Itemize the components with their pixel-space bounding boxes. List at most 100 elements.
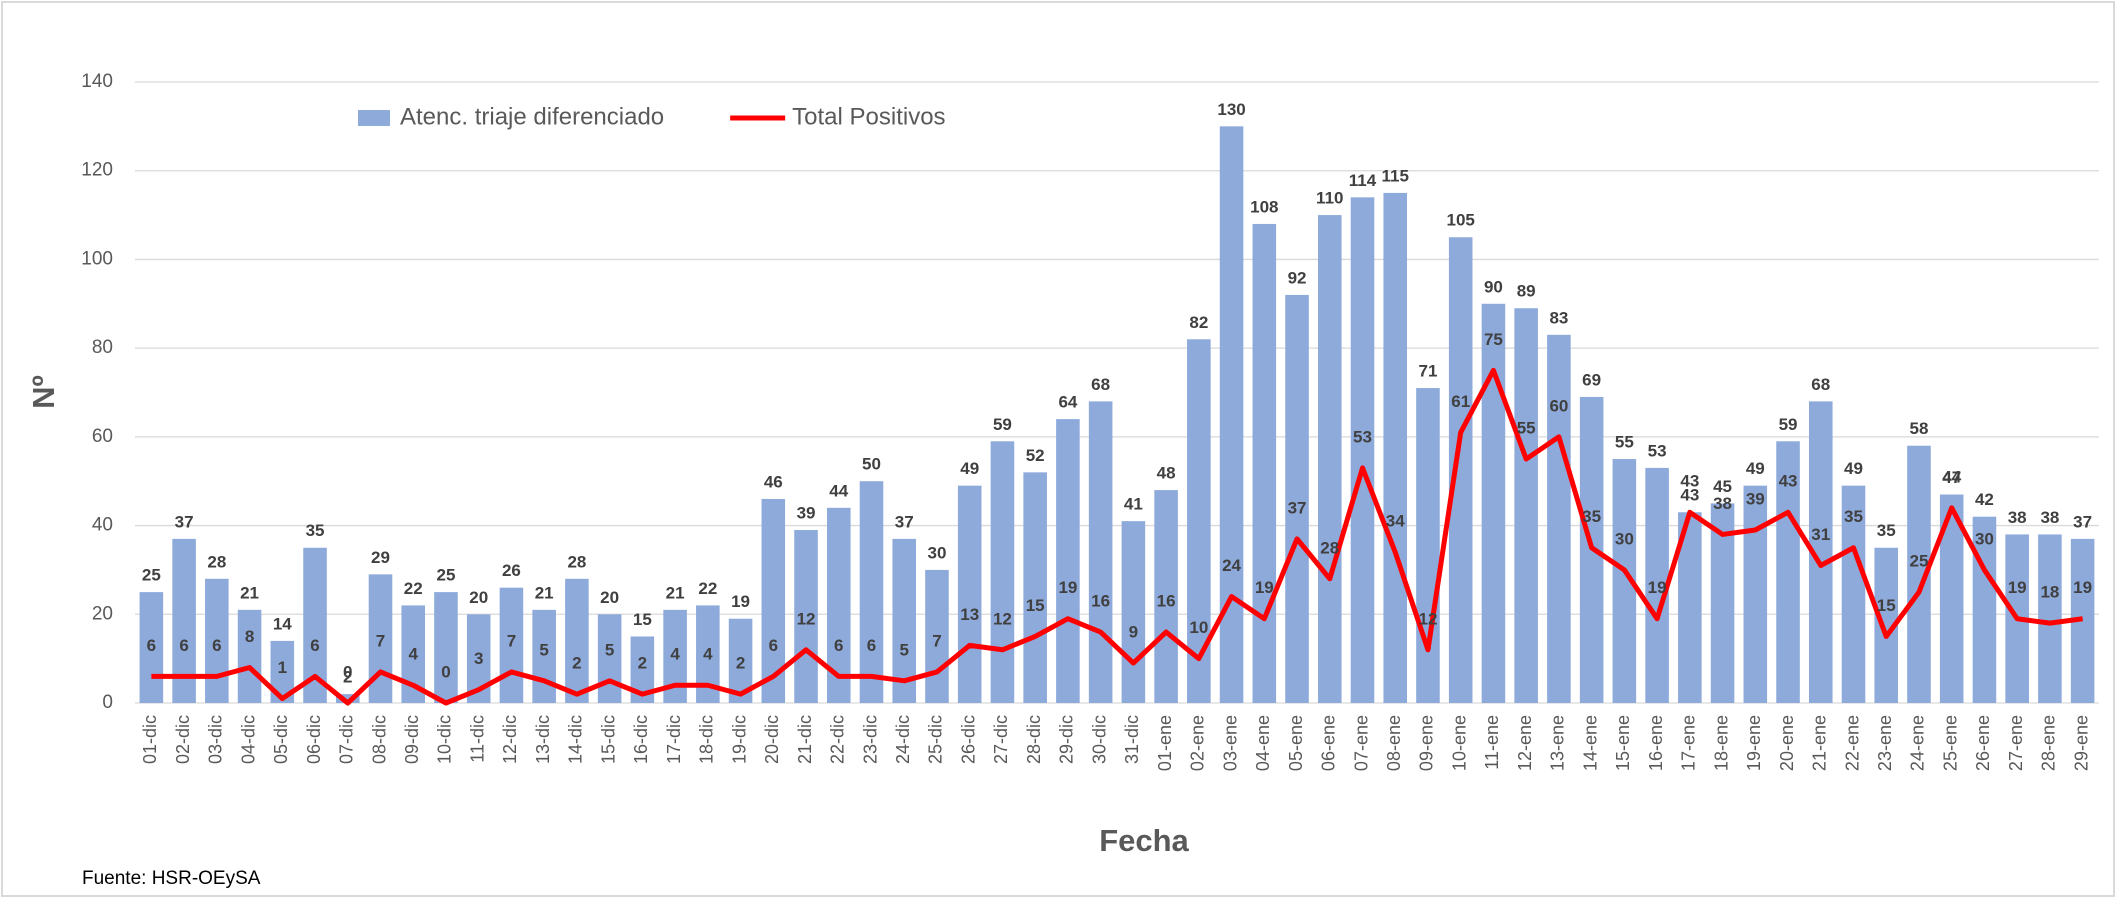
bar-value-label: 21	[666, 583, 685, 602]
source-note: Fuente: HSR-OEySA	[82, 868, 261, 889]
line-value-label: 5	[605, 640, 614, 659]
bar-value-label: 2	[343, 668, 352, 687]
x-tick-label: 09-ene	[1417, 715, 1437, 771]
bar-value-label: 83	[1549, 308, 1568, 327]
bar	[1285, 294, 1309, 703]
bar-value-label: 82	[1189, 313, 1208, 332]
x-tick-label: 14-dic	[566, 715, 586, 764]
line-value-label: 4	[408, 645, 418, 664]
bar-value-label: 58	[1910, 419, 1929, 438]
line-value-label: 3	[474, 649, 483, 668]
bar-value-label: 43	[1680, 486, 1699, 505]
x-tick-label: 23-dic	[860, 715, 880, 764]
x-tick-label: 11-ene	[1482, 715, 1502, 770]
bar	[1547, 334, 1571, 703]
x-tick-label: 28-dic	[1024, 715, 1044, 764]
x-tick-label: 24-ene	[1908, 715, 1928, 771]
line-value-label: 35	[1582, 507, 1601, 526]
line-value-label: 6	[179, 636, 188, 655]
x-tick-label: 29-dic	[1057, 715, 1077, 764]
x-tick-label: 19-dic	[729, 715, 749, 764]
bar	[1874, 547, 1899, 703]
x-tick-label: 05-dic	[271, 715, 291, 764]
line-value-label: 12	[1419, 609, 1438, 628]
bar-value-label: 110	[1316, 189, 1343, 208]
x-tick-label: 18-ene	[1711, 715, 1731, 771]
line-value-label: 25	[1910, 552, 1929, 571]
bar-value-label: 55	[1615, 433, 1634, 452]
line-value-label: 13	[960, 605, 979, 624]
x-tick-label: 24-dic	[893, 715, 913, 764]
bar-value-label: 50	[862, 455, 881, 474]
x-tick-label: 27-ene	[2006, 715, 2026, 771]
bar-value-label: 42	[1975, 490, 1994, 509]
bar	[990, 441, 1015, 703]
bar-value-label: 26	[502, 561, 521, 580]
line-value-label: 5	[899, 640, 908, 659]
line-value-label: 6	[212, 636, 221, 655]
bar-value-label: 19	[731, 592, 750, 611]
bar	[826, 507, 851, 703]
bar-value-label: 92	[1288, 268, 1307, 287]
bar-value-label: 52	[1026, 446, 1045, 465]
x-tick-label: 16-ene	[1646, 715, 1666, 771]
x-tick-label: 05-ene	[1286, 715, 1306, 771]
line-value-label: 6	[769, 636, 778, 655]
x-tick-label: 07-ene	[1351, 715, 1371, 771]
bar	[237, 609, 262, 703]
x-tick-label: 21-dic	[795, 715, 815, 764]
bar	[1317, 215, 1342, 704]
line-value-label: 19	[2073, 578, 2092, 597]
line-value-label: 39	[1746, 489, 1765, 508]
bar-value-label: 53	[1648, 441, 1667, 460]
line-value-label: 0	[343, 662, 352, 681]
line-value-label: 9	[1129, 623, 1138, 642]
line-value-label: 43	[1779, 472, 1798, 491]
line-value-label: 18	[2040, 583, 2059, 602]
bar	[1808, 401, 1833, 703]
bar	[957, 485, 982, 703]
bar	[1121, 521, 1146, 703]
line-value-label: 19	[1058, 578, 1077, 597]
x-tick-label: 27-dic	[991, 715, 1011, 764]
bar	[794, 530, 818, 703]
bar-value-label: 28	[567, 552, 586, 571]
x-tick-label: 11-dic	[467, 715, 487, 763]
bar-value-label: 59	[1779, 415, 1798, 434]
bar-value-label: 25	[142, 566, 161, 585]
bar	[1841, 485, 1866, 703]
bar-value-label: 69	[1582, 370, 1601, 389]
line-value-label: 4	[670, 645, 680, 664]
x-tick-label: 25-dic	[926, 715, 946, 764]
bar	[892, 538, 917, 703]
bar	[1383, 192, 1408, 703]
x-tick-label: 07-dic	[337, 715, 357, 764]
x-tick-label: 17-ene	[1679, 715, 1699, 771]
bar-value-label: 20	[469, 588, 488, 607]
bar-value-label: 49	[960, 459, 979, 478]
legend-label: Total Positivos	[792, 103, 945, 130]
bar-value-label: 25	[437, 566, 456, 585]
line-value-label: 38	[1713, 494, 1732, 513]
line-value-label: 6	[147, 636, 156, 655]
line-value-label: 35	[1844, 507, 1863, 526]
bar	[1154, 490, 1178, 703]
bar	[1252, 223, 1277, 703]
bar-value-label: 90	[1484, 277, 1503, 296]
line-value-label: 7	[376, 631, 385, 650]
legend-swatch	[358, 110, 390, 126]
x-tick-label: 20-ene	[1777, 715, 1797, 771]
y-tick-label: 60	[92, 426, 113, 447]
bar-value-label: 37	[175, 512, 194, 531]
bar	[270, 640, 295, 703]
bar	[1678, 512, 1702, 703]
line-value-label: 8	[245, 627, 254, 646]
bar-value-label: 49	[1844, 459, 1863, 478]
bar-value-label: 71	[1419, 362, 1438, 381]
bar-value-label: 28	[207, 552, 226, 571]
x-tick-label: 14-ene	[1580, 715, 1600, 771]
line-value-label: 7	[932, 631, 941, 650]
line-value-label: 6	[834, 636, 843, 655]
line-value-label: 10	[1189, 618, 1208, 637]
